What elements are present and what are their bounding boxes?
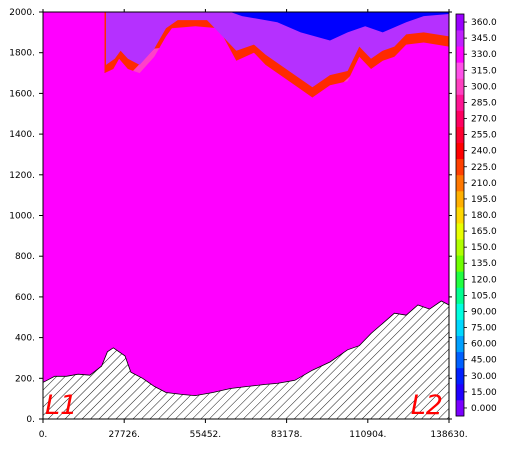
y-tick-label: 1200.: [9, 171, 35, 181]
y-tick-label: 1600.: [9, 89, 35, 99]
y-tick-label: 600.: [15, 293, 35, 303]
x-tick-label: 27726.: [108, 430, 140, 440]
colorbar-label: 180.0: [471, 211, 497, 221]
colorbar-swatch: [456, 110, 464, 127]
x-tick-label: 0.: [39, 430, 48, 440]
colorbar-label: 270.0: [471, 115, 497, 125]
colorbar-swatch: [456, 223, 464, 240]
colorbar-label: 150.0: [471, 243, 497, 253]
colorbar-label: 240.0: [471, 147, 497, 157]
colorbar-swatch: [456, 399, 464, 417]
colorbar-label: 15.00: [471, 388, 497, 398]
contour-band-330: [43, 12, 449, 419]
terrain-surface: [43, 300, 449, 419]
y-tick-label: 800.: [15, 252, 35, 262]
colorbar-label: 0.000: [471, 404, 497, 414]
colorbar-swatch: [456, 255, 464, 272]
colorbar-label: 105.0: [471, 291, 497, 301]
colorbar-label: 120.0: [471, 275, 497, 285]
colorbar-label: 345.0: [471, 34, 497, 44]
colorbar-swatch: [456, 46, 464, 63]
colorbar-label: 195.0: [471, 195, 497, 205]
colorbar-swatch: [456, 367, 464, 385]
colorbar-swatch: [456, 239, 464, 256]
colorbar-swatch: [456, 287, 464, 304]
terrain-hatch: [43, 300, 449, 419]
colorbar-swatch: [456, 158, 464, 176]
x-tick-label: 138630.: [430, 430, 467, 440]
colorbar-label: 225.0: [471, 163, 497, 173]
colorbar-label: 30.00: [471, 372, 497, 382]
colorbar-label: 45.00: [471, 356, 497, 366]
colorbar-label: 135.0: [471, 259, 497, 269]
y-tick-label: 1000.: [9, 212, 35, 222]
colorbar-label: 330.0: [471, 50, 497, 60]
colorbar-label: 360.0: [471, 18, 497, 28]
colorbar-swatch: [456, 62, 464, 79]
colorbar-swatch: [456, 78, 464, 95]
colorbar-swatch: [456, 174, 464, 192]
y-tick-label: 1800.: [9, 49, 35, 59]
colorbar-label: 90.00: [471, 307, 497, 317]
colorbar-label: 315.0: [471, 66, 497, 76]
y-tick-label: 2000.: [9, 8, 35, 18]
y-axis: 0. 200. 400. 600. 800. 1000. 1200. 1400. 1600. 18…: [9, 8, 452, 425]
contour-band-360: [230, 12, 449, 41]
colorbar-swatch: [456, 383, 464, 401]
x-tick-label: 55452.: [190, 430, 222, 440]
colorbar-swatch: [456, 351, 464, 369]
colorbar: 0.000 15.00 30.00 45.00 60.00 75.00 90.00 105.0…: [455, 13, 497, 417]
colorbar-swatch: [456, 206, 464, 224]
x-tick-label: 83178.: [271, 430, 303, 440]
colorbar-swatch: [456, 335, 464, 353]
colorbar-label: 165.0: [471, 227, 497, 237]
colorbar-swatch: [456, 303, 464, 320]
y-tick-label: 0.: [26, 415, 35, 425]
colorbar-swatch: [456, 319, 464, 336]
colorbar-swatch: [456, 14, 464, 31]
y-tick-label: 1400.: [9, 130, 35, 140]
colorbar-label: 285.0: [471, 98, 497, 108]
y-tick-label: 400.: [15, 334, 35, 344]
colorbar-label: 300.0: [471, 82, 497, 92]
colorbar-swatch: [456, 94, 464, 111]
annotations: L1 L2: [45, 390, 443, 421]
annotation-l1: L1: [45, 390, 77, 421]
colorbar-label: 210.0: [471, 179, 497, 189]
x-tick-label: 110904.: [349, 430, 386, 440]
colorbar-swatch: [456, 271, 464, 288]
colorbar-swatch: [456, 190, 464, 208]
contour-band-345: [106, 12, 449, 88]
colorbar-swatch: [456, 30, 464, 47]
colorbar-label: 255.0: [471, 131, 497, 141]
colorbar-label: 75.00: [471, 324, 497, 334]
colorbar-label: 60.00: [471, 340, 497, 350]
colorbar-swatch: [456, 142, 464, 160]
y-tick-label: 200.: [15, 374, 35, 384]
annotation-l2: L2: [411, 390, 443, 421]
colorbar-swatch: [456, 126, 464, 144]
